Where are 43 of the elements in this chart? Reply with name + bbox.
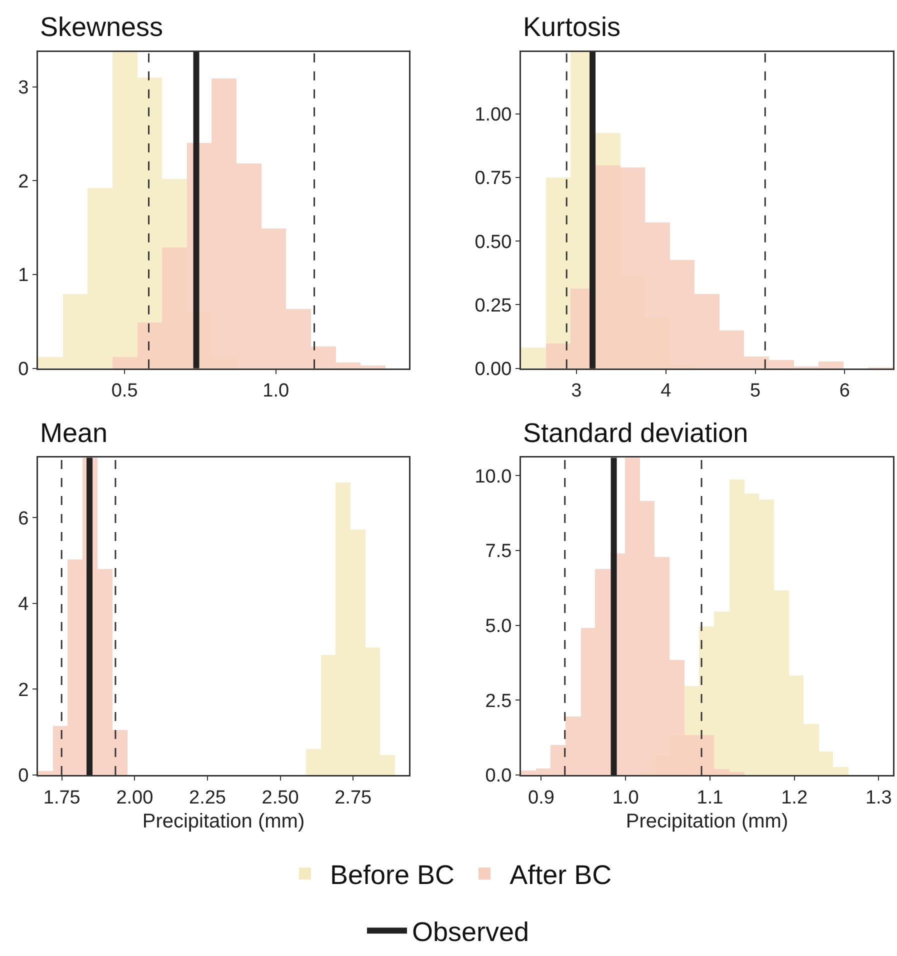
x-tick-label: 0.9 (528, 787, 554, 808)
y-tick-label: 1 (18, 265, 29, 286)
y-tick-label: 6 (18, 508, 29, 530)
x-axis-title: Precipitation (mm) (626, 810, 788, 833)
y-tick-label: 0.00 (474, 358, 512, 380)
y-tick-label: 0.0 (485, 766, 512, 787)
y-tick-label: 1.00 (474, 104, 512, 126)
legend-label: After BC (510, 860, 612, 890)
y-tick-label: 2 (18, 680, 29, 701)
x-tick-label: 1.2 (781, 787, 808, 808)
y-tick-label: 3 (18, 77, 29, 98)
y-tick-label: 0.75 (474, 168, 512, 190)
y-tick-label: 10.0 (474, 466, 512, 488)
chart-title: Skewness (40, 12, 164, 42)
y-tick-label: 4 (18, 594, 30, 616)
legend-label: Before BC (330, 860, 455, 890)
y-tick-label: 0.25 (474, 295, 512, 316)
x-tick-label: 1.3 (865, 787, 892, 808)
chart-title: Kurtosis (523, 12, 621, 42)
x-axis-title: Precipitation (mm) (142, 810, 305, 833)
y-tick-label: 0 (18, 358, 29, 380)
y-tick-label: 7.5 (485, 541, 512, 562)
x-tick-label: 1.0 (612, 787, 639, 808)
x-tick-label: 2.00 (116, 787, 154, 808)
x-tick-label: 2.75 (334, 787, 372, 808)
legend-label: Observed (412, 917, 530, 948)
x-tick-label: 0.5 (111, 380, 138, 402)
x-tick-label: 2.50 (262, 787, 299, 808)
y-tick-label: 5.0 (485, 616, 512, 637)
y-tick-label: 0.50 (474, 232, 512, 253)
chart-title: Mean (40, 418, 108, 448)
x-tick-label: 3 (571, 380, 582, 402)
x-tick-label: 4 (660, 380, 672, 402)
y-tick-label: 2 (18, 171, 29, 192)
chart-title: Standard deviation (523, 418, 748, 448)
x-tick-label: 1.0 (262, 380, 290, 402)
x-tick-label: 1.1 (696, 787, 724, 808)
y-tick-label: 0 (18, 766, 29, 787)
x-tick-label: 1.75 (43, 787, 80, 808)
x-tick-label: 2.25 (188, 787, 226, 808)
x-tick-label: 6 (839, 380, 850, 402)
x-tick-label: 5 (750, 380, 761, 402)
y-tick-label: 2.5 (485, 690, 512, 712)
